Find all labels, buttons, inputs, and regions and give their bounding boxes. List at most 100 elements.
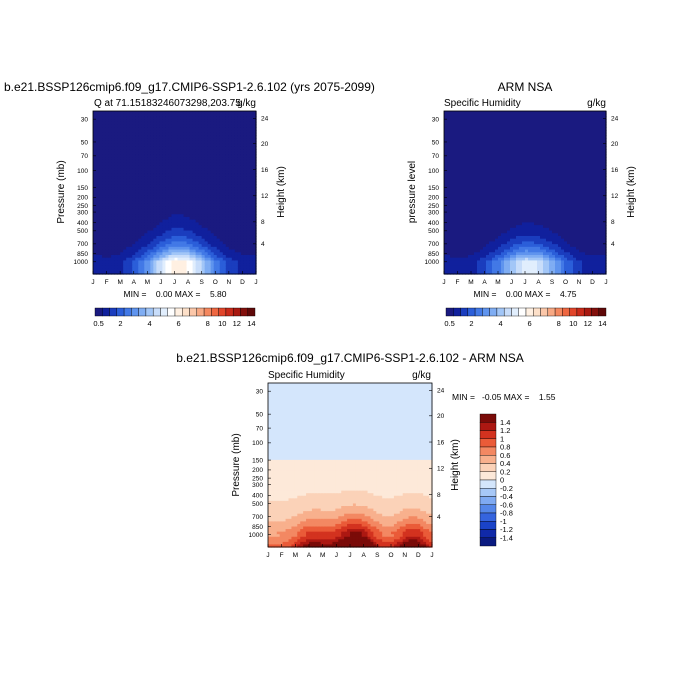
panel-model-field-cell (135, 165, 139, 169)
panel-model-field-cell (246, 233, 251, 237)
panel-obs-field-cell (477, 206, 481, 210)
panel-obs-field-cell (444, 143, 448, 147)
panel-model-field-cell (147, 181, 151, 185)
panel-model-field-cell (156, 230, 161, 234)
panel-model-field-cell (93, 268, 97, 272)
panel-model-field-cell (174, 132, 179, 137)
panel-model-field-cell (96, 159, 100, 164)
panel-model-field-cell (195, 225, 200, 229)
panel-model-field-cell (171, 154, 176, 158)
panel-model-field-cell (117, 208, 121, 213)
panel-model-field-cell (210, 168, 215, 172)
panel-obs-field-cell (477, 121, 481, 126)
panel-obs-field-cell (489, 184, 493, 188)
panel-model-field-cell (99, 184, 103, 188)
panel-model-field-cell (192, 241, 197, 245)
panel-model-field-cell (177, 189, 182, 194)
panel-model-field-cell (105, 214, 109, 218)
panel-obs-field-cell (510, 216, 514, 221)
panel-model-field-cell (150, 263, 154, 267)
panel-model-field-cell (126, 200, 130, 204)
panel-model-field-cell (249, 132, 254, 137)
panel-obs-field-cell (459, 211, 463, 215)
panel-obs-field-cell (501, 192, 505, 196)
panel-model-field-cell (135, 238, 139, 242)
panel-obs-field-cell (447, 184, 451, 188)
panel-model-field-cell (102, 227, 106, 232)
panel-model-field-cell (93, 219, 97, 223)
panel-obs-field-cell (459, 244, 463, 248)
panel-model-field-cell (162, 113, 167, 118)
panel-obs-field-cell (504, 230, 508, 234)
panel-obs-field-cell (459, 162, 463, 166)
panel-model-field-cell (156, 138, 161, 142)
panel-obs-field-cell (492, 135, 496, 139)
panel-model-field-cell (237, 195, 242, 199)
panel-model-subtitle: Q at 71.15183246073298,203.75 (94, 98, 241, 109)
panel-obs-field-cell (477, 168, 481, 172)
panel-model-field-cell (225, 162, 230, 166)
panel-obs-field-cell (474, 157, 478, 161)
panel-model-field-cell (111, 222, 115, 226)
panel-model-field-cell (162, 268, 167, 272)
panel-model-field-cell (174, 195, 179, 199)
panel-model-field-cell (162, 121, 167, 126)
panel-model-field-cell (189, 143, 194, 147)
panel-model-field-cell (159, 271, 164, 275)
panel-obs-field-cell (474, 235, 478, 240)
panel-model-field-cell (114, 146, 118, 150)
panel-obs-field-cell (453, 111, 457, 115)
panel-model-field-cell (231, 200, 236, 204)
panel-model-field-cell (183, 121, 188, 126)
panel-model-field-cell (213, 127, 218, 131)
panel-model-field-cell (108, 116, 112, 120)
panel-model-field-cell (129, 195, 133, 199)
panel-obs-field-cell (522, 195, 526, 199)
panel-obs-field-cell (456, 187, 460, 191)
panel-model-field-cell (210, 189, 215, 194)
panel-obs-field-cell (444, 195, 448, 199)
panel-obs-field-cell (453, 154, 457, 158)
panel-model-field-cell (237, 162, 242, 166)
panel-obs-field-cell (498, 216, 502, 221)
panel-model-field-cell (216, 200, 221, 204)
panel-model-field-cell (252, 135, 257, 139)
panel-model-field-cell (156, 206, 161, 210)
panel-model-field-cell (237, 140, 242, 145)
panel-model-field-cell (147, 149, 151, 153)
panel-model-field-cell (219, 214, 224, 218)
panel-obs-field-cell (471, 119, 475, 123)
panel-model-field-cell (207, 214, 212, 218)
panel-model-field-cell (237, 254, 242, 259)
panel-obs-field-cell (504, 157, 508, 161)
panel-model-field-cell (222, 200, 227, 204)
panel-model-field-cell (183, 214, 188, 218)
panel-model-field-cell (171, 138, 176, 142)
panel-model-field-cell (249, 149, 254, 153)
panel-model-field-cell (222, 130, 227, 134)
panel-obs-field-cell (486, 162, 490, 166)
panel-obs-field-cell (492, 138, 496, 142)
panel-obs-field-cell (465, 157, 469, 161)
panel-model-field-cell (162, 168, 167, 172)
panel-model-field-cell (204, 127, 209, 131)
panel-obs-field-cell (522, 138, 526, 142)
panel-model-field-cell (210, 170, 215, 175)
panel-model-field-cell (111, 168, 115, 172)
panel-model-field-cell (177, 132, 182, 137)
panel-model-field-cell (228, 189, 233, 194)
panel-model-field-cell (120, 265, 124, 270)
panel-model-field-cell (105, 132, 109, 137)
panel-model-field-cell (222, 135, 227, 139)
panel-obs-field-cell (492, 208, 496, 213)
panel-model-field-cell (225, 154, 230, 158)
panel-model-field-cell (183, 257, 188, 262)
panel-model-field-cell (246, 249, 251, 253)
panel-model-field-cell (198, 263, 203, 267)
panel-model-field-cell (126, 254, 130, 259)
panel-model-field-cell (231, 157, 236, 161)
panel-obs-field-cell (468, 260, 472, 264)
panel-model-field-cell (198, 124, 203, 128)
panel-obs-field-cell (450, 268, 454, 272)
panel-model-field-cell (207, 124, 212, 128)
